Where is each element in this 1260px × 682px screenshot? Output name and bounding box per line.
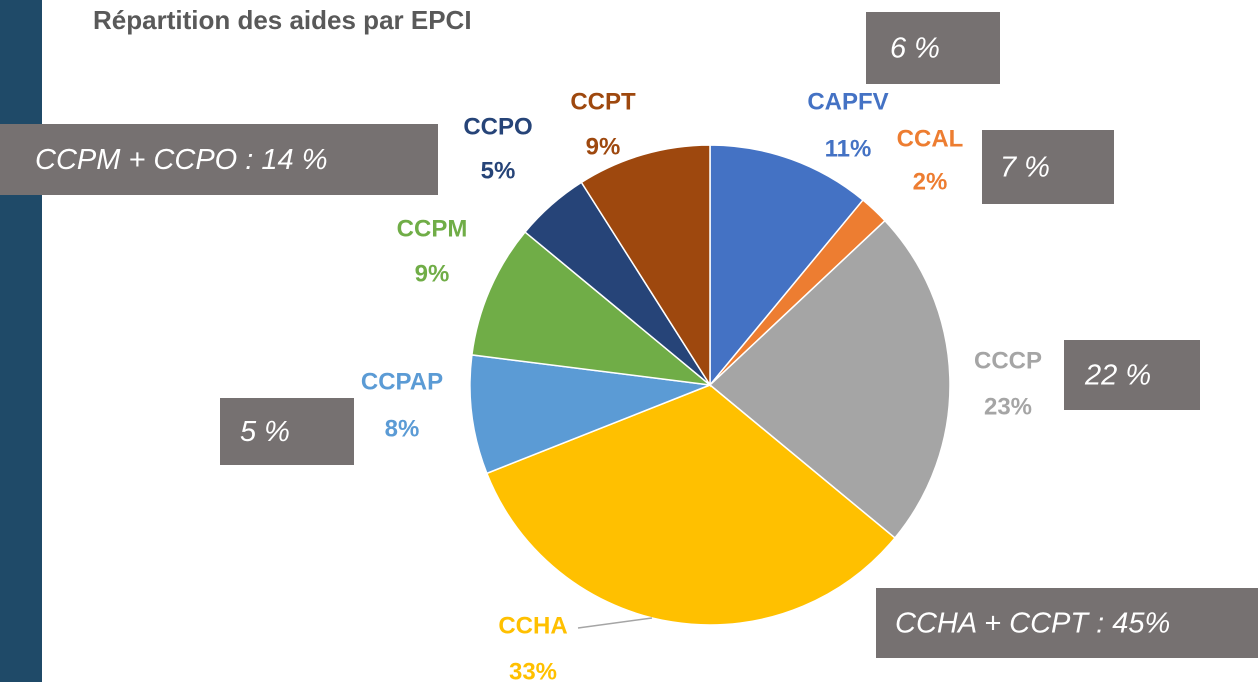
pie-slice	[471, 230, 713, 387]
slice-value-label: 23%	[984, 393, 1032, 420]
slice-label: CCPM	[397, 215, 468, 242]
annotation-box	[866, 12, 1000, 84]
pie-slice	[708, 219, 951, 540]
annotation-box	[982, 130, 1114, 204]
pie-slice	[485, 384, 896, 626]
slice-label: CCHA	[498, 612, 567, 639]
slice-value-label: 11%	[825, 135, 872, 162]
annotation: 22 %	[1084, 360, 1151, 392]
chart-title: Répartition des aides par EPCI	[93, 5, 472, 35]
slice-value-label: 2%	[913, 168, 948, 195]
annotation-box	[0, 124, 438, 195]
annotation-box	[876, 588, 1258, 658]
annotation: 6 %	[890, 33, 940, 65]
slice-value-label: 9%	[415, 260, 450, 287]
slice-label: CCAL	[897, 125, 964, 152]
annotation-box	[1064, 340, 1200, 410]
slice-label: CCPAP	[361, 368, 443, 395]
slice-value-label: 33%	[509, 658, 557, 682]
slice-label: CCPO	[463, 113, 532, 140]
leader-line	[577, 617, 653, 629]
side-bar	[0, 0, 42, 682]
slice-label: CAPFV	[807, 88, 888, 115]
slice-label: CCPT	[570, 88, 636, 115]
annotation: 5 %	[240, 416, 290, 448]
annotation: CCPM + CCPO : 14 %	[35, 144, 328, 176]
annotation: CCHA + CCPT : 45%	[895, 608, 1170, 640]
annotation-box	[220, 398, 354, 465]
annotation: 7 %	[1000, 152, 1050, 184]
slice-value-label: 8%	[385, 415, 420, 442]
slice-label: CCCP	[974, 347, 1042, 374]
pie-slice	[580, 144, 711, 388]
pie-slice	[709, 144, 865, 388]
slice-value-label: 9%	[586, 133, 621, 160]
slice-value-label: 5%	[481, 157, 516, 184]
pie-slice	[469, 354, 711, 475]
